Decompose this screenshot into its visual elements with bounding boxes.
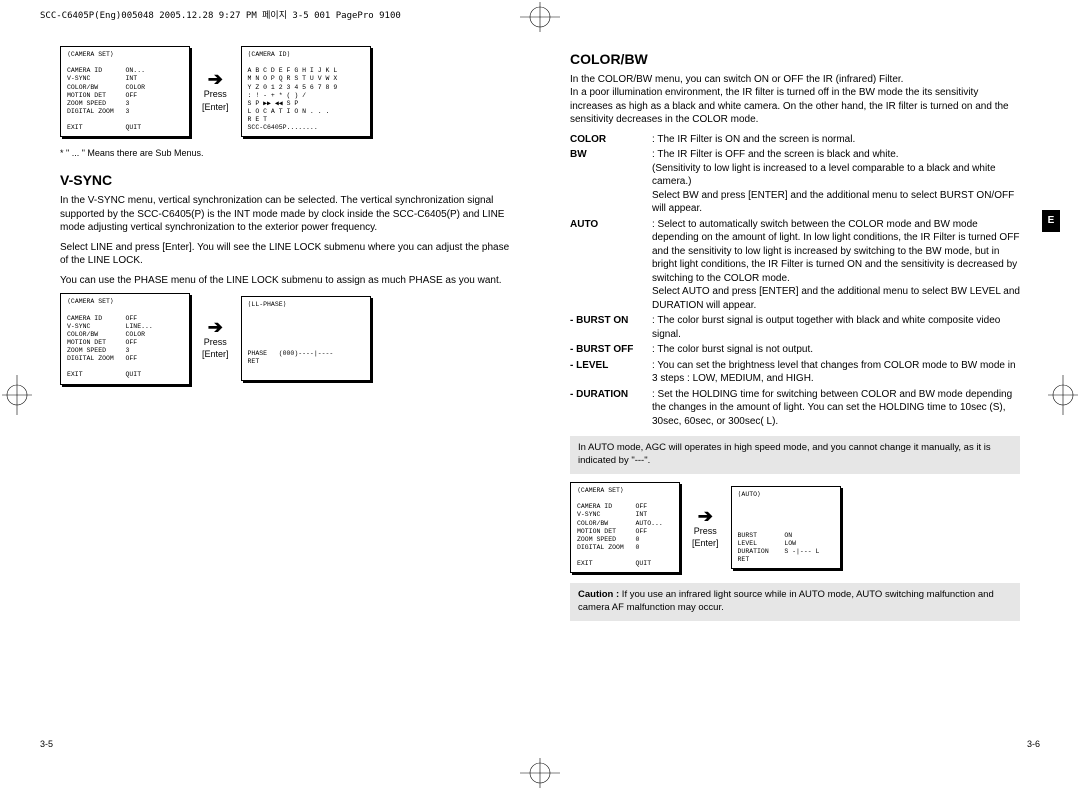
caution-note: Caution : If you use an infrared light s… — [570, 583, 1020, 621]
colorbw-heading: COLOR/BW — [570, 50, 1020, 69]
press-enter-label-3: ➔ Press [Enter] — [692, 507, 719, 549]
vsync-para-1: In the V-SYNC menu, vertical synchroniza… — [60, 194, 510, 235]
ll-phase-menu: ⟨LL-PHASE⟩ PHASE (000)----|---- RET — [241, 296, 371, 381]
term-burst-off-label: - BURST OFF — [570, 343, 652, 357]
crop-mark-top — [520, 2, 560, 32]
agc-note: In AUTO mode, AGC will operates in high … — [570, 436, 1020, 474]
term-burst-off-def: : The color burst signal is not output. — [652, 343, 1020, 357]
arrow-right-icon: ➔ — [698, 507, 713, 525]
term-level: - LEVEL : You can set the brightness lev… — [570, 359, 1020, 386]
section-tab: E — [1042, 210, 1060, 232]
term-level-label: - LEVEL — [570, 359, 652, 373]
term-level-def: : You can set the brightness level that … — [652, 359, 1020, 386]
term-burst-on-label: - BURST ON — [570, 314, 652, 328]
term-auto: AUTO : Select to automatically switch be… — [570, 218, 1020, 313]
vsync-para-3: You can use the PHASE menu of the LINE L… — [60, 274, 510, 288]
print-header: SCC-C6405P(Eng)005048 2005.12.28 9:27 PM… — [40, 8, 401, 21]
camera-set-menu-3: ⟨CAMERA SET⟩ CAMERA ID OFF V-SYNC INT CO… — [570, 482, 680, 573]
term-burst-on-def: : The color burst signal is output toget… — [652, 314, 1020, 341]
term-burst-off: - BURST OFF : The color burst signal is … — [570, 343, 1020, 357]
term-color: COLOR : The IR Filter is ON and the scre… — [570, 133, 1020, 147]
press-enter-label: ➔ Press [Enter] — [202, 70, 229, 112]
term-auto-label: AUTO — [570, 218, 652, 232]
press-enter-text: Press [Enter] — [202, 88, 229, 112]
crop-mark-left — [2, 375, 32, 415]
term-auto-def: : Select to automatically switch between… — [652, 218, 1020, 313]
sub-menu-footnote: * " ... " Means there are Sub Menus. — [60, 147, 510, 159]
press-enter-label-2: ➔ Press [Enter] — [202, 318, 229, 360]
vsync-heading: V-SYNC — [60, 171, 510, 190]
press-enter-text: Press [Enter] — [202, 336, 229, 360]
left-page: ⟨CAMERA SET⟩ CAMERA ID ON... V-SYNC INT … — [40, 40, 520, 750]
page-number-left: 3-5 — [40, 738, 53, 750]
term-bw: BW : The IR Filter is OFF and the screen… — [570, 148, 1020, 216]
caution-text: If you use an infrared light source whil… — [578, 589, 994, 613]
crop-mark-right — [1048, 375, 1078, 415]
term-bw-label: BW — [570, 148, 652, 162]
camera-set-menu-1: ⟨CAMERA SET⟩ CAMERA ID ON... V-SYNC INT … — [60, 46, 190, 137]
caution-lead: Caution : — [578, 589, 619, 600]
menu-row-2: ⟨CAMERA SET⟩ CAMERA ID OFF V-SYNC LINE..… — [60, 293, 510, 384]
vsync-para-2: Select LINE and press [Enter]. You will … — [60, 241, 510, 268]
arrow-right-icon: ➔ — [208, 318, 223, 336]
auto-menu: ⟨AUTO⟩ BURST ON LEVEL LOW DURATION S -|-… — [731, 486, 841, 569]
page-spread: ⟨CAMERA SET⟩ CAMERA ID ON... V-SYNC INT … — [40, 40, 1040, 750]
press-enter-text: Press [Enter] — [692, 525, 719, 549]
term-color-label: COLOR — [570, 133, 652, 147]
term-color-def: : The IR Filter is ON and the screen is … — [652, 133, 1020, 147]
term-duration-label: - DURATION — [570, 388, 652, 402]
menu-row-3: ⟨CAMERA SET⟩ CAMERA ID OFF V-SYNC INT CO… — [570, 482, 1020, 573]
crop-mark-bottom — [520, 758, 560, 788]
term-duration-def: : Set the HOLDING time for switching bet… — [652, 388, 1020, 429]
menu-row-1: ⟨CAMERA SET⟩ CAMERA ID ON... V-SYNC INT … — [60, 46, 510, 137]
term-burst-on: - BURST ON : The color burst signal is o… — [570, 314, 1020, 341]
page-number-right: 3-6 — [1027, 738, 1040, 750]
term-bw-def: : The IR Filter is OFF and the screen is… — [652, 148, 1020, 216]
right-page: E COLOR/BW In the COLOR/BW menu, you can… — [560, 40, 1040, 750]
colorbw-intro: In the COLOR/BW menu, you can switch ON … — [570, 73, 1020, 127]
camera-id-menu: ⟨CAMERA ID⟩ A B C D E F G H I J K L M N … — [241, 46, 371, 137]
term-duration: - DURATION : Set the HOLDING time for sw… — [570, 388, 1020, 429]
arrow-right-icon: ➔ — [208, 70, 223, 88]
camera-set-menu-2: ⟨CAMERA SET⟩ CAMERA ID OFF V-SYNC LINE..… — [60, 293, 190, 384]
